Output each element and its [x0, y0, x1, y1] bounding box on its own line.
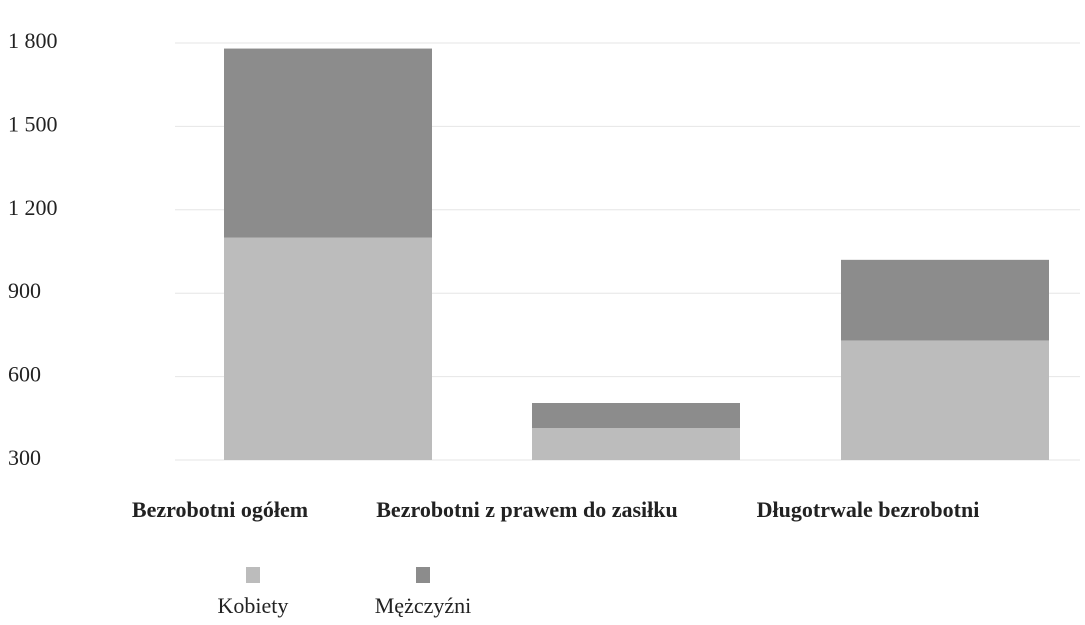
- x-tick-label: Bezrobotni z prawem do zasiłku: [376, 497, 677, 522]
- bar-segment: [532, 403, 740, 429]
- bar-segment: [841, 340, 1049, 460]
- bar-segment: [224, 237, 432, 460]
- x-tick-label: Bezrobotni ogółem: [132, 497, 308, 522]
- y-tick-label: 900: [8, 278, 41, 303]
- legend-label: Kobiety: [218, 593, 289, 618]
- y-tick-label: 1 200: [8, 195, 58, 220]
- bar-segment: [532, 428, 740, 460]
- y-tick-label: 1 800: [8, 28, 58, 53]
- legend-swatch: [416, 567, 430, 583]
- bar-segment: [224, 48, 432, 238]
- legend-label: Mężczyźni: [375, 593, 472, 618]
- y-tick-label: 300: [8, 445, 41, 470]
- legend-swatch: [246, 567, 260, 583]
- y-tick-label: 1 500: [8, 111, 58, 136]
- bar-segment: [841, 259, 1049, 341]
- x-tick-label: Długotrwale bezrobotni: [757, 497, 980, 522]
- y-tick-label: 600: [8, 362, 41, 387]
